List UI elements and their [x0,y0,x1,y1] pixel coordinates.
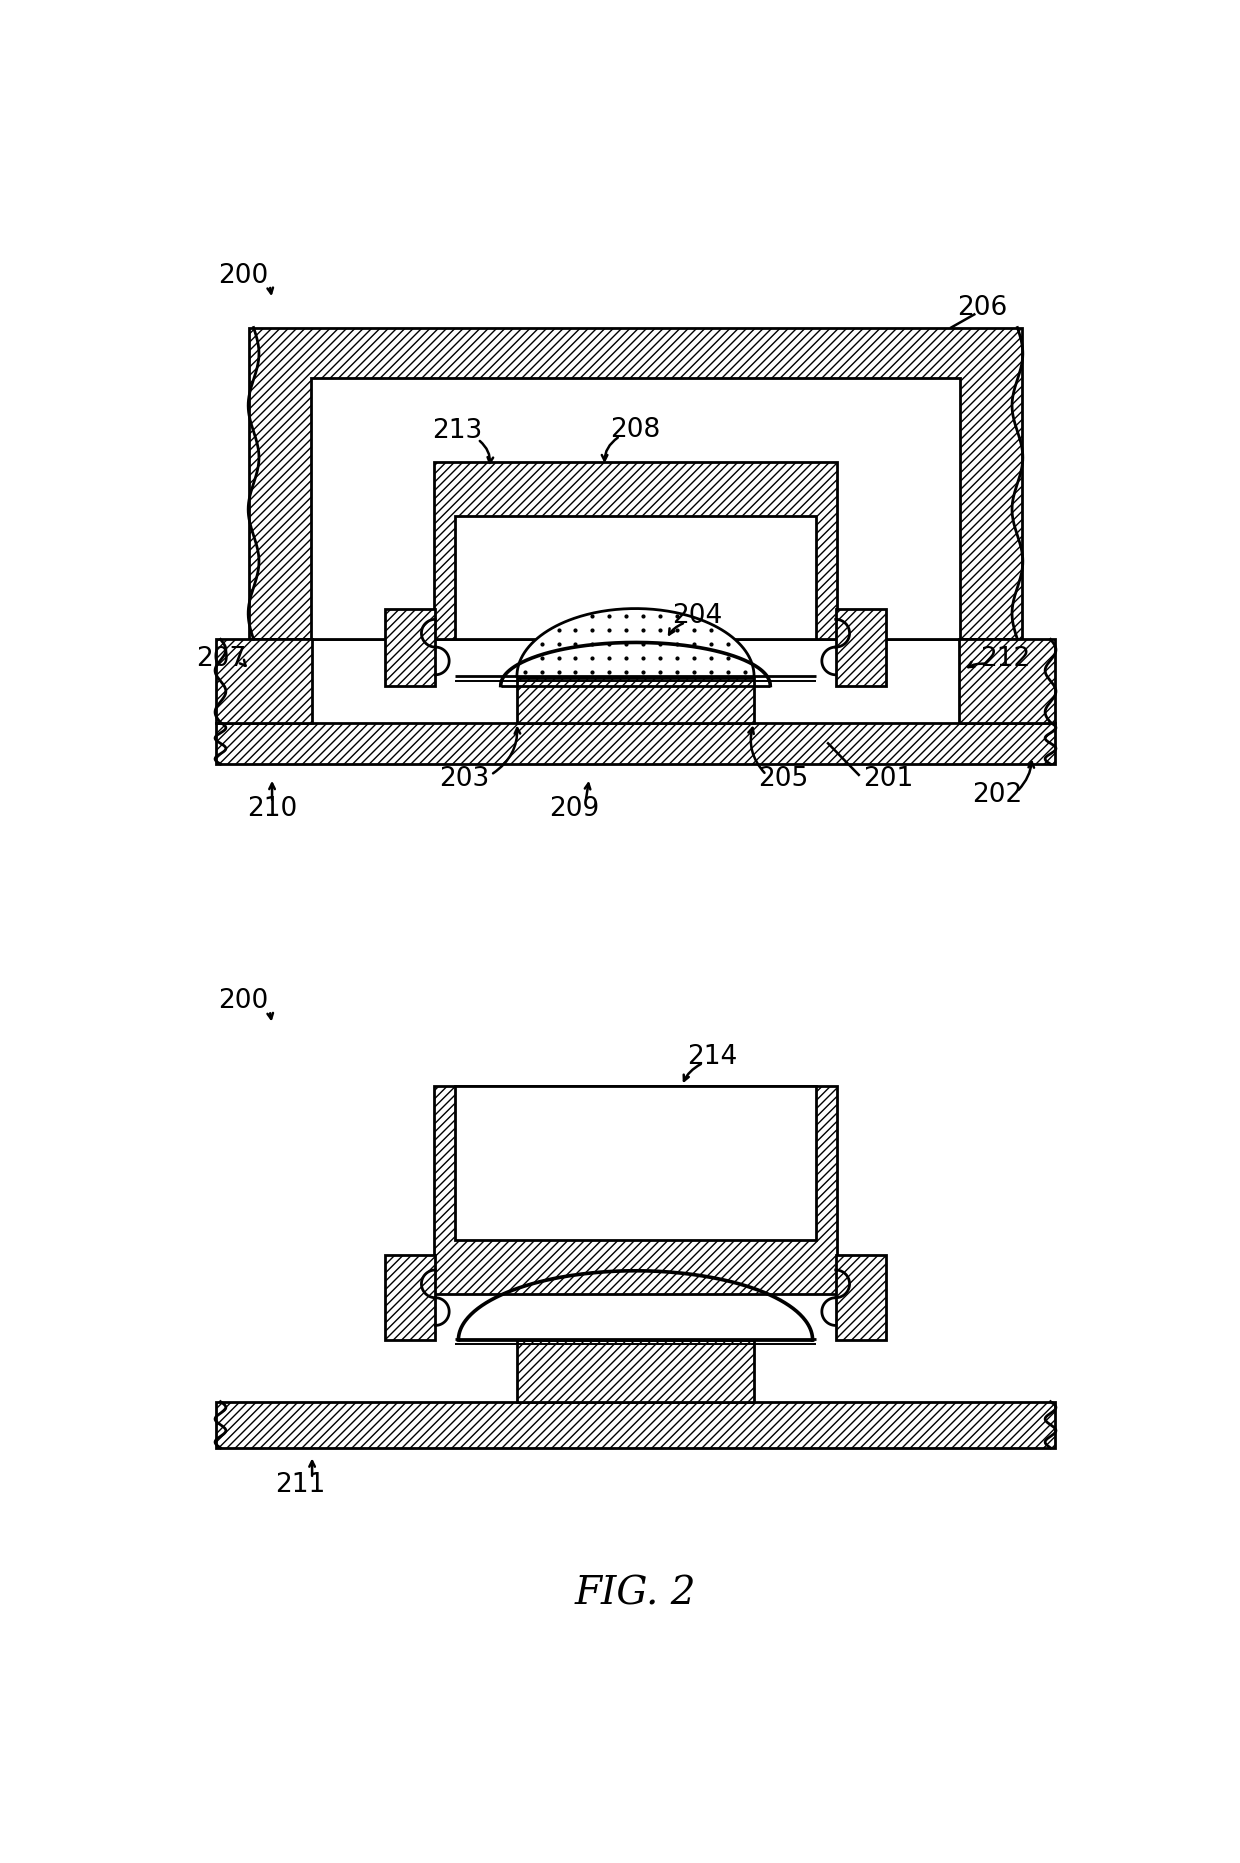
Bar [959,639,1055,723]
Text: 214: 214 [687,1043,738,1069]
Text: 207: 207 [196,646,247,671]
Text: 202: 202 [972,782,1023,809]
Text: FIG. 2: FIG. 2 [575,1576,696,1613]
Bar [249,328,1022,639]
Text: 201: 201 [863,766,913,792]
Text: 212: 212 [980,646,1030,671]
Bar [216,1401,1055,1448]
Bar [517,1339,754,1401]
Polygon shape [517,609,754,676]
Bar [434,462,837,639]
Bar [310,378,961,639]
Bar [434,1086,837,1295]
Bar [517,678,754,723]
Text: 200: 200 [218,987,268,1013]
Text: 211: 211 [275,1472,326,1498]
Bar [455,1086,816,1241]
Bar [216,723,1055,764]
Text: 210: 210 [247,796,298,822]
Text: 205: 205 [758,766,808,792]
Text: 209: 209 [549,796,599,822]
Bar [386,1256,435,1339]
Text: 200: 200 [218,263,268,289]
Bar [836,609,885,686]
Bar [455,516,816,639]
Text: 206: 206 [957,294,1007,320]
Bar [386,609,435,686]
Bar [216,639,312,723]
Text: 203: 203 [439,766,490,792]
Text: 208: 208 [610,417,661,443]
Text: 204: 204 [672,604,722,630]
Text: 213: 213 [432,419,482,445]
Bar [836,1256,885,1339]
